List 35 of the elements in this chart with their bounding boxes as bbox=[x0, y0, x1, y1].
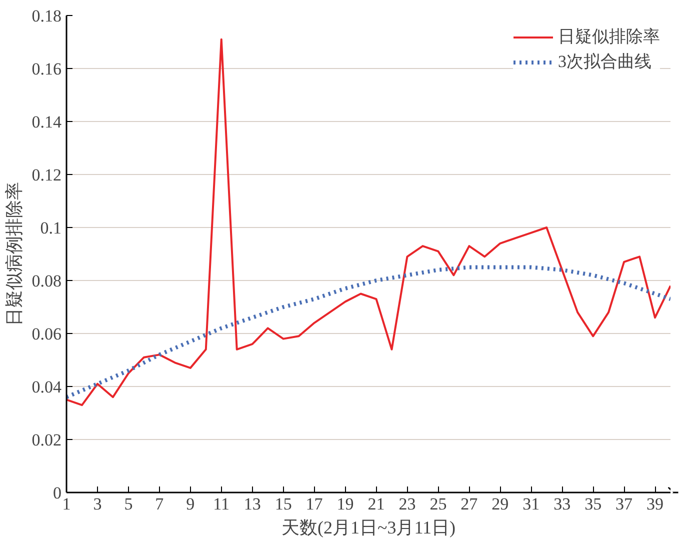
x-tick-label: 1 bbox=[62, 494, 71, 514]
y-tick-label: 0.02 bbox=[32, 430, 62, 450]
y-tick-label: 0.14 bbox=[32, 112, 62, 132]
x-tick-label: 3 bbox=[93, 494, 102, 514]
y-tick-label: 0.06 bbox=[32, 324, 62, 344]
x-tick-label: 33 bbox=[554, 494, 571, 514]
x-tick-label: 27 bbox=[460, 494, 478, 514]
x-tick-label: 31 bbox=[522, 494, 540, 514]
x-tick-label: 37 bbox=[616, 494, 634, 514]
x-tick-label: 25 bbox=[430, 494, 447, 514]
x-tick-label: 35 bbox=[584, 494, 602, 514]
x-tick-label: 19 bbox=[336, 494, 354, 514]
x-tick-label: 9 bbox=[186, 494, 195, 514]
line-series bbox=[66, 265, 670, 400]
y-tick-label: 0.08 bbox=[32, 272, 62, 290]
x-tick-label: 23 bbox=[398, 494, 416, 514]
y-tick-label: 0.12 bbox=[32, 166, 62, 184]
y-tick-label: 0 bbox=[53, 484, 62, 502]
x-tick-label: 13 bbox=[244, 494, 261, 514]
legend-label: 3次拟合曲线 bbox=[558, 51, 652, 73]
y-tick-label: 0.16 bbox=[32, 60, 62, 78]
y-tick-label: 0.18 bbox=[32, 6, 62, 26]
x-tick-label: 5 bbox=[124, 494, 133, 514]
x-axis-title: 天数(2月1日~3月11日) bbox=[281, 518, 456, 538]
x-tick-label: 39 bbox=[646, 494, 664, 514]
x-tick-label: 17 bbox=[306, 494, 324, 514]
x-tick-label: 7 bbox=[155, 494, 164, 514]
x-tick-label: 11 bbox=[213, 494, 230, 514]
x-tick-label: 29 bbox=[492, 494, 509, 514]
y-tick-label: 0.1 bbox=[40, 218, 62, 238]
y-tick-label: 0.04 bbox=[32, 378, 62, 396]
x-tick-label: 21 bbox=[368, 494, 385, 514]
y-axis-title: 日疑似病例排除率 bbox=[4, 182, 24, 326]
x-tick-label: 15 bbox=[274, 494, 292, 514]
legend-label: 日疑似排除率 bbox=[558, 26, 660, 48]
